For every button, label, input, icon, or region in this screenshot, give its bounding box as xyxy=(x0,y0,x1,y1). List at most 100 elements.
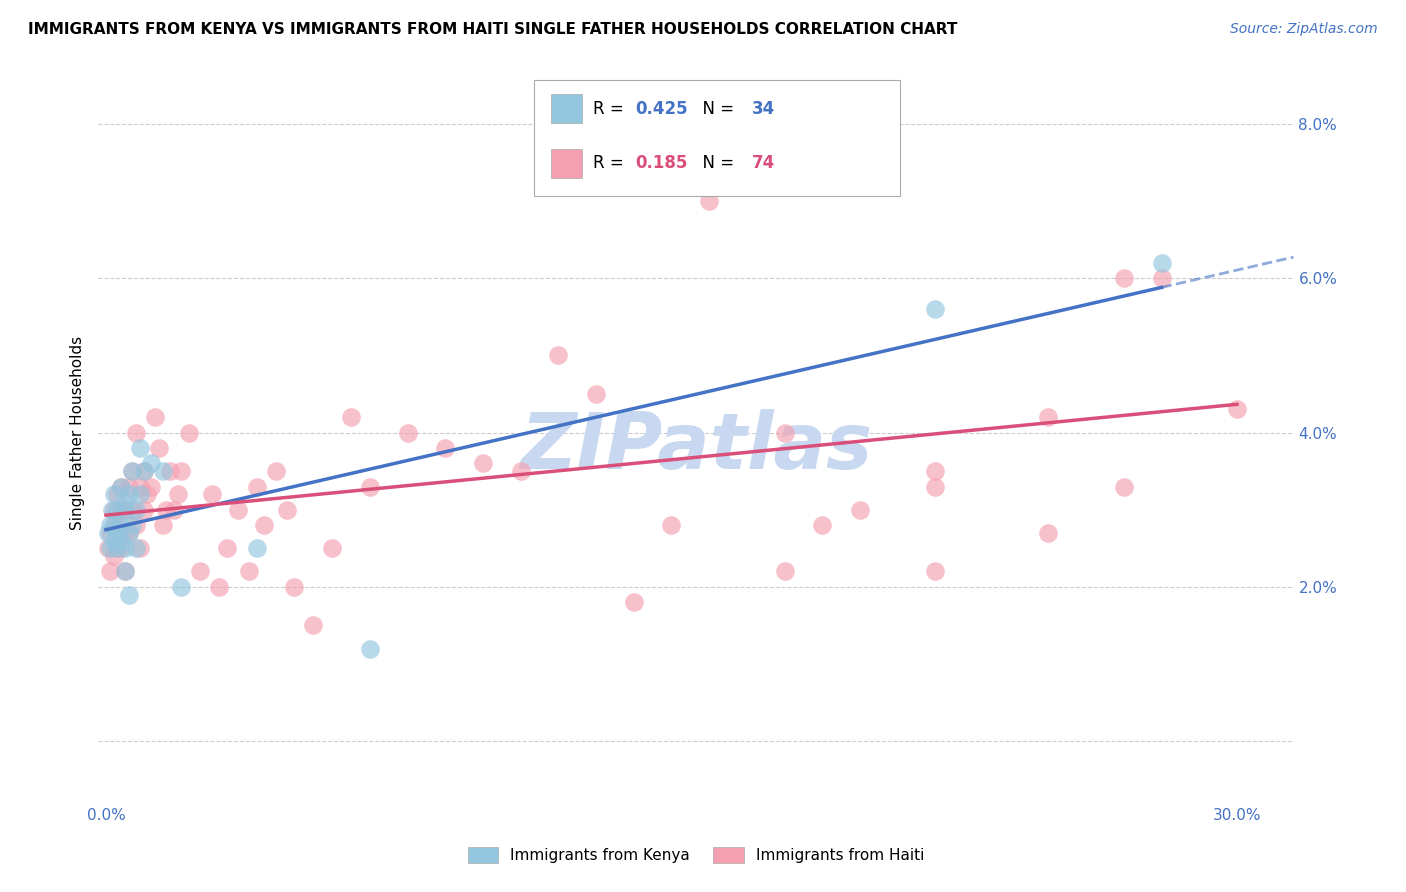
Point xyxy=(924,302,946,317)
Point xyxy=(110,518,132,533)
Point xyxy=(98,518,121,533)
Point xyxy=(1150,256,1173,270)
Point xyxy=(1038,525,1060,540)
Point xyxy=(924,464,946,478)
Point xyxy=(117,480,139,494)
Point xyxy=(215,541,238,556)
Point xyxy=(155,502,177,516)
Point xyxy=(117,588,139,602)
Point xyxy=(1112,271,1135,285)
Point xyxy=(97,541,120,556)
Point xyxy=(276,502,298,516)
Text: R =: R = xyxy=(593,154,630,172)
Point xyxy=(103,518,125,533)
Text: Source: ZipAtlas.com: Source: ZipAtlas.com xyxy=(1230,22,1378,37)
Point xyxy=(125,518,148,533)
Point xyxy=(114,565,136,579)
Point xyxy=(661,518,683,533)
Point xyxy=(166,487,188,501)
Point xyxy=(103,502,125,516)
Point xyxy=(253,518,276,533)
Point xyxy=(396,425,419,440)
Point xyxy=(340,410,363,425)
Point xyxy=(152,464,174,478)
Point xyxy=(1112,480,1135,494)
Point xyxy=(114,565,136,579)
Point xyxy=(103,487,125,501)
Text: 34: 34 xyxy=(752,100,776,118)
Point xyxy=(117,525,139,540)
Point xyxy=(208,580,231,594)
Point xyxy=(143,410,166,425)
Point xyxy=(924,565,946,579)
Point xyxy=(114,502,136,516)
Text: 0.185: 0.185 xyxy=(636,154,688,172)
Point xyxy=(121,518,143,533)
Point xyxy=(105,541,128,556)
Point xyxy=(114,541,136,556)
Point xyxy=(121,464,143,478)
Point xyxy=(117,525,139,540)
Point xyxy=(623,178,645,193)
Text: N =: N = xyxy=(692,100,740,118)
Point xyxy=(472,457,495,471)
Point xyxy=(152,518,174,533)
Point xyxy=(811,518,834,533)
Point xyxy=(359,480,381,494)
Point xyxy=(103,518,125,533)
Point xyxy=(110,502,132,516)
Point xyxy=(110,541,132,556)
Point xyxy=(547,349,569,363)
Point xyxy=(924,480,946,494)
Point xyxy=(1226,402,1249,417)
Point xyxy=(188,565,211,579)
Point xyxy=(136,487,159,501)
Point xyxy=(114,502,136,516)
Point xyxy=(132,464,155,478)
Point xyxy=(849,502,872,516)
Point xyxy=(98,541,121,556)
Point xyxy=(226,502,249,516)
Point xyxy=(238,565,260,579)
Point xyxy=(177,425,200,440)
Point xyxy=(110,480,132,494)
Point xyxy=(697,194,720,209)
Point xyxy=(321,541,343,556)
Point xyxy=(141,457,163,471)
Point xyxy=(105,487,128,501)
Point xyxy=(509,464,531,478)
Text: 0.425: 0.425 xyxy=(636,100,688,118)
Point xyxy=(246,541,269,556)
Text: R =: R = xyxy=(593,100,630,118)
Point xyxy=(170,580,193,594)
Point xyxy=(100,502,122,516)
Point xyxy=(121,502,143,516)
Point xyxy=(163,502,186,516)
Point xyxy=(1038,410,1060,425)
Point xyxy=(125,541,148,556)
Point xyxy=(105,502,128,516)
Point xyxy=(1150,271,1173,285)
Point xyxy=(773,425,796,440)
Legend: Immigrants from Kenya, Immigrants from Haiti: Immigrants from Kenya, Immigrants from H… xyxy=(461,841,931,869)
Point xyxy=(132,464,155,478)
Point xyxy=(105,541,128,556)
Point xyxy=(148,441,170,455)
Text: 74: 74 xyxy=(752,154,776,172)
Point xyxy=(434,441,457,455)
Point xyxy=(264,464,287,478)
Point xyxy=(128,480,150,494)
Point xyxy=(585,387,607,401)
Point xyxy=(128,441,150,455)
Text: IMMIGRANTS FROM KENYA VS IMMIGRANTS FROM HAITI SINGLE FATHER HOUSEHOLDS CORRELAT: IMMIGRANTS FROM KENYA VS IMMIGRANTS FROM… xyxy=(28,22,957,37)
Point xyxy=(128,487,150,501)
Text: ZIPatlas: ZIPatlas xyxy=(520,409,872,485)
Point xyxy=(114,525,136,540)
Point xyxy=(302,618,325,632)
Point xyxy=(125,502,148,516)
Text: N =: N = xyxy=(692,154,740,172)
Point xyxy=(773,565,796,579)
Point xyxy=(105,525,128,540)
Point xyxy=(125,425,148,440)
Point xyxy=(246,480,269,494)
